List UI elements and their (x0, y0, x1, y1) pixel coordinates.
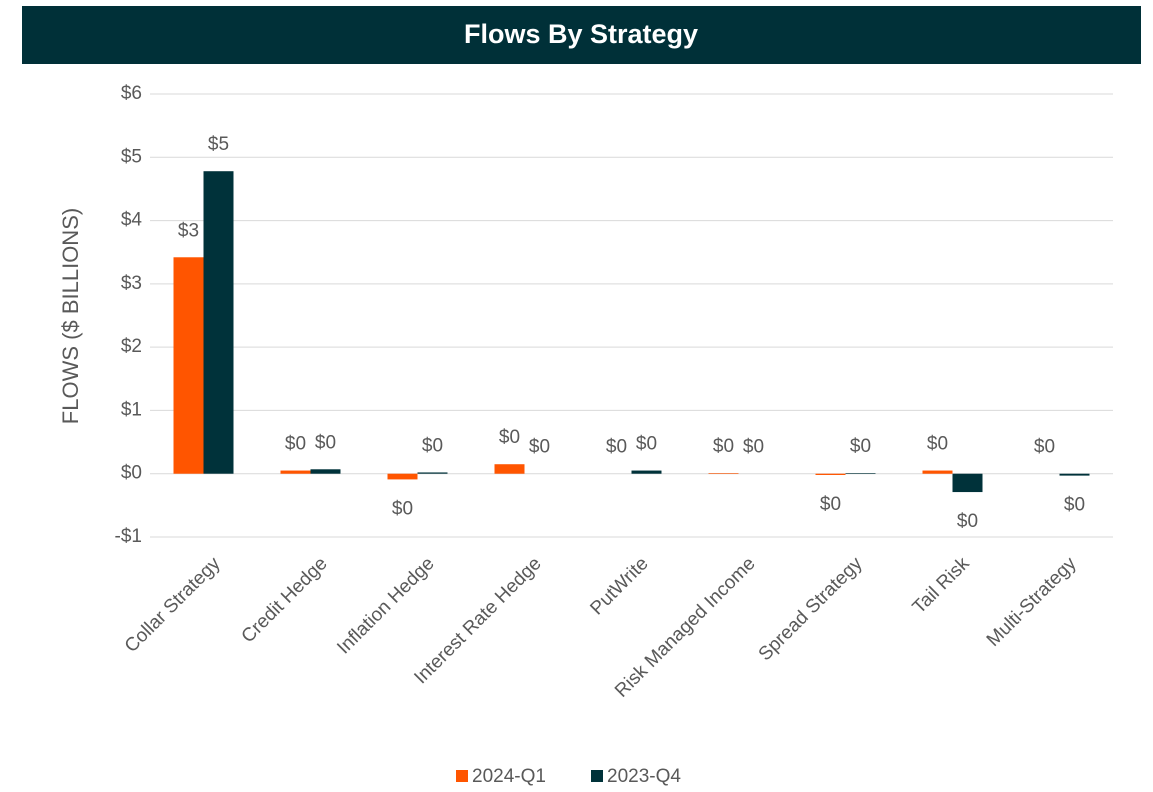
data-label: $0 (392, 498, 413, 519)
y-tick-label: $1 (121, 399, 142, 420)
data-label: $0 (636, 434, 657, 455)
data-label: $0 (606, 437, 627, 458)
data-label: $0 (422, 435, 443, 456)
y-axis-title: FLOWS ($ BILLIONS) (58, 208, 83, 424)
data-label: $5 (208, 134, 229, 155)
legend-swatch (591, 770, 603, 782)
bar (845, 473, 876, 474)
x-tick-label: Inflation Hedge (333, 553, 438, 658)
bar (310, 469, 341, 474)
legend-label: 2024-Q1 (472, 766, 546, 787)
bar (922, 470, 953, 474)
data-label: $0 (743, 437, 764, 458)
bar (631, 470, 662, 474)
y-tick-label: -$1 (115, 526, 142, 547)
data-label: $0 (957, 511, 978, 532)
chart-title: Flows By Strategy (464, 19, 698, 49)
data-label: $0 (927, 434, 948, 455)
x-tick-label: PutWrite (586, 553, 652, 619)
x-tick-label: Multi-Strategy (983, 553, 1081, 651)
x-tick-label: Spread Strategy (755, 553, 867, 665)
y-tick-label: $6 (121, 83, 142, 104)
x-tick-label: Credit Hedge (238, 553, 332, 647)
bar (280, 470, 311, 474)
title-bar (22, 6, 1141, 64)
legend-swatch (456, 770, 468, 782)
y-tick-label: $2 (121, 336, 142, 357)
y-tick-label: $3 (121, 273, 142, 294)
x-tick-label: Collar Strategy (121, 553, 225, 657)
data-label: $0 (1034, 437, 1055, 458)
bar (708, 473, 739, 474)
data-label: $0 (850, 436, 871, 457)
bar (494, 464, 525, 474)
data-label: $0 (285, 434, 306, 455)
bar (203, 171, 234, 474)
bar (173, 257, 204, 474)
x-tick-label: Tail Risk (909, 553, 974, 618)
bar (1059, 473, 1090, 476)
data-label: $0 (529, 437, 550, 458)
data-label: $0 (1064, 495, 1085, 516)
data-label: $0 (713, 436, 734, 457)
y-tick-label: $0 (121, 463, 142, 484)
y-tick-label: $4 (121, 210, 143, 231)
bar (387, 473, 418, 480)
bar (417, 472, 448, 474)
y-tick-label: $5 (121, 146, 142, 167)
data-label: $0 (315, 432, 336, 453)
data-label: $3 (178, 220, 199, 241)
data-label: $0 (499, 427, 520, 448)
legend-label: 2023-Q4 (607, 766, 681, 787)
data-label: $0 (820, 494, 841, 515)
bar (952, 473, 983, 493)
bar (815, 473, 846, 475)
